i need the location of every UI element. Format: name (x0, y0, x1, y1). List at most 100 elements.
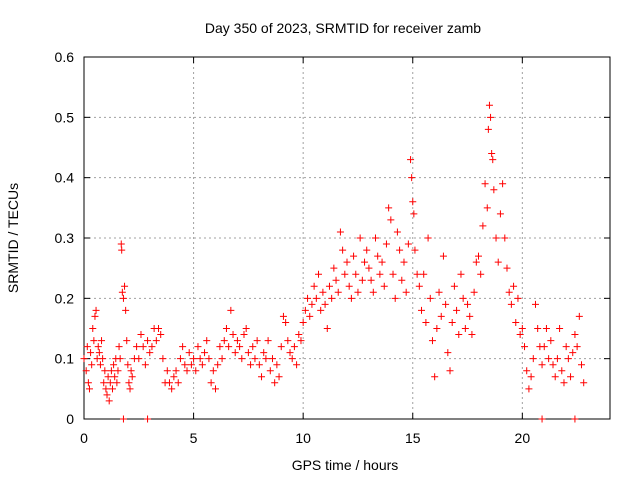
y-tick-label: 0.5 (55, 109, 75, 125)
data-point (205, 355, 213, 363)
data-point (378, 258, 386, 266)
data-point (315, 270, 323, 278)
data-point (105, 397, 113, 405)
data-point (295, 331, 303, 339)
data-point (268, 355, 276, 363)
data-point (347, 294, 355, 302)
data-point (118, 246, 126, 254)
data-point (545, 355, 553, 363)
data-point (407, 156, 415, 164)
data-point (275, 373, 283, 381)
data-point (411, 246, 419, 254)
data-point (299, 318, 307, 326)
data-point (339, 246, 347, 254)
data-point (461, 325, 469, 332)
data-point (501, 234, 509, 242)
data-point (365, 264, 373, 272)
data-point (260, 349, 268, 357)
data-point (192, 367, 200, 375)
data-point (115, 343, 123, 351)
data-point (523, 367, 531, 375)
data-point (122, 306, 130, 314)
data-point (484, 125, 492, 133)
data-point (194, 343, 202, 351)
data-point (249, 343, 257, 351)
data-point (380, 282, 388, 290)
data-point (110, 361, 118, 369)
data-point (297, 337, 305, 345)
data-point (525, 385, 533, 393)
data-point (88, 361, 96, 369)
data-point (510, 282, 518, 290)
data-point (95, 349, 103, 357)
data-point (453, 306, 461, 314)
data-point (571, 415, 579, 423)
data-point (101, 367, 109, 375)
data-point (236, 343, 244, 351)
data-point (409, 198, 417, 206)
data-point (391, 294, 399, 302)
data-point (225, 343, 233, 351)
data-point (410, 210, 418, 218)
data-point (284, 337, 292, 345)
data-point (341, 270, 349, 278)
data-point (564, 355, 572, 363)
data-point (80, 355, 88, 363)
data-point (155, 325, 163, 332)
data-point (479, 222, 487, 230)
data-point (98, 337, 106, 345)
data-point (415, 282, 423, 290)
data-points (80, 101, 588, 423)
data-point (499, 180, 507, 188)
data-point (127, 367, 135, 375)
data-point (371, 234, 379, 242)
data-point (168, 385, 176, 393)
data-point (477, 270, 485, 278)
data-point (354, 288, 362, 296)
data-point (408, 174, 416, 182)
data-point (396, 246, 404, 254)
data-point (159, 355, 167, 363)
data-point (121, 282, 129, 290)
data-point (282, 318, 290, 326)
data-point (398, 276, 406, 284)
data-point (290, 343, 298, 351)
data-point (255, 361, 263, 369)
data-point (114, 367, 122, 375)
data-point (196, 355, 204, 363)
data-point (91, 312, 99, 320)
data-point (481, 180, 489, 188)
data-point (125, 379, 133, 387)
data-point (106, 379, 114, 387)
data-point (84, 379, 92, 387)
data-point (496, 210, 504, 218)
data-point (251, 355, 259, 363)
data-point (288, 355, 296, 363)
data-point (490, 186, 498, 194)
data-point (242, 325, 250, 332)
data-point (96, 361, 104, 369)
data-point (99, 355, 107, 363)
data-point (571, 331, 579, 339)
data-point (238, 355, 246, 363)
data-point (139, 343, 147, 351)
data-point (343, 258, 351, 266)
data-point (363, 246, 371, 254)
data-point (253, 337, 261, 345)
data-point (179, 343, 187, 351)
data-point (273, 361, 281, 369)
data-point (367, 276, 375, 284)
data-point (389, 270, 397, 278)
data-point (321, 300, 329, 308)
data-point (141, 361, 149, 369)
data-point (580, 379, 588, 387)
data-point (123, 337, 131, 345)
data-point (538, 415, 546, 423)
data-point (183, 367, 191, 375)
data-point (578, 361, 586, 369)
data-point (400, 258, 408, 266)
y-tick-label: 0 (66, 411, 74, 427)
y-axis-label: SRMTID / TECUs (5, 183, 21, 293)
data-point (301, 306, 309, 314)
data-point (503, 264, 511, 272)
